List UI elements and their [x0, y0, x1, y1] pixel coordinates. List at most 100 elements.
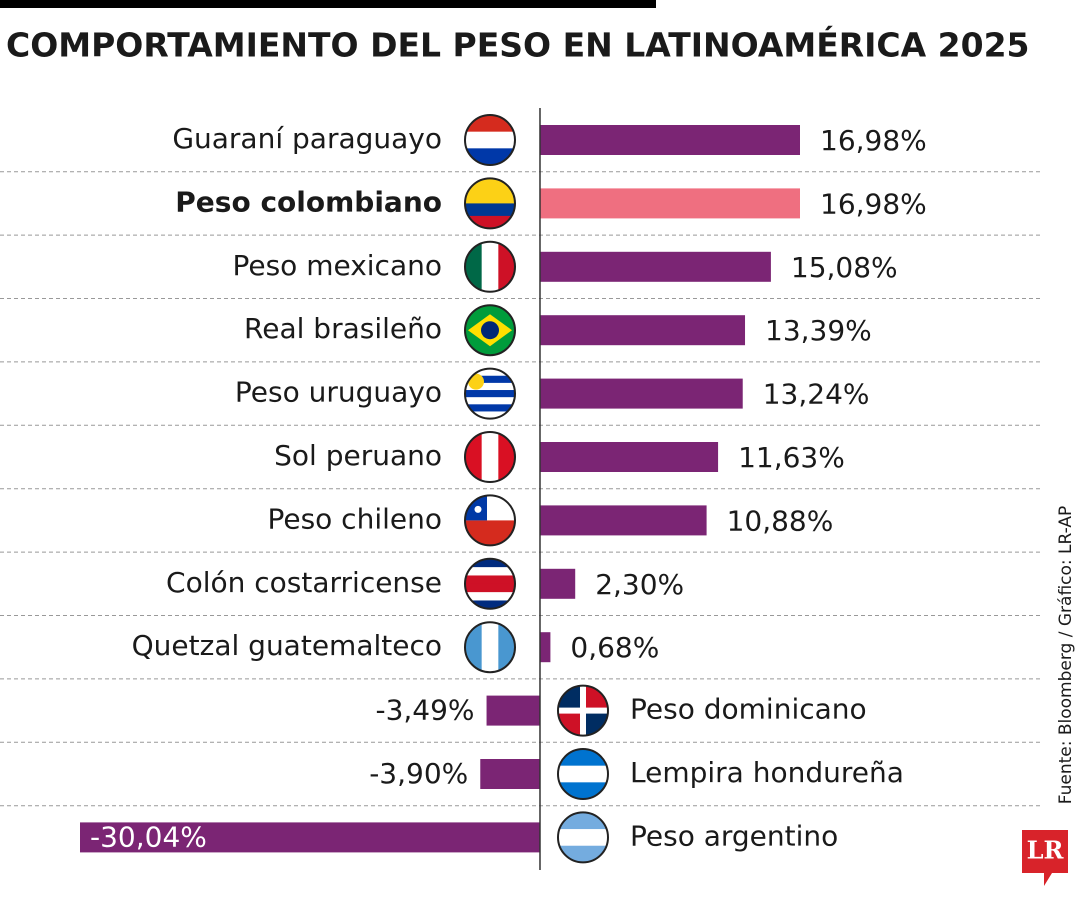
- bar: [539, 125, 800, 155]
- category-label: Quetzal guatemalteco: [132, 629, 442, 662]
- category-label: Peso chileno: [267, 502, 442, 535]
- flag-art: [465, 368, 515, 419]
- flag-stripe: [481, 622, 499, 673]
- category-label: Lempira hondureña: [630, 756, 904, 789]
- flag-stripe: [558, 749, 608, 767]
- value-label: 0,68%: [570, 631, 659, 664]
- flag-stripe: [465, 404, 515, 412]
- flag-art: [465, 305, 515, 356]
- value-label: 15,08%: [791, 251, 898, 284]
- flag-art: [465, 558, 515, 609]
- chart-title: COMPORTAMIENTO DEL PESO EN LATINOAMÉRICA…: [6, 25, 1030, 65]
- flag-stripe: [465, 575, 515, 585]
- flag: [464, 304, 516, 357]
- flag-stripe: [465, 567, 515, 576]
- flag-stripe: [465, 241, 483, 292]
- flag-ring: [464, 367, 516, 420]
- flag-stripe: [465, 411, 515, 419]
- flag: [557, 748, 609, 800]
- category-label: Peso argentino: [630, 819, 838, 852]
- flag: [464, 431, 516, 483]
- flag-stripe: [465, 368, 515, 377]
- value-label: 11,63%: [738, 441, 845, 474]
- flag-globe: [481, 321, 499, 340]
- flag: [464, 557, 516, 610]
- flag: [557, 811, 609, 864]
- flag-stripe: [465, 432, 483, 482]
- bar: [80, 822, 540, 853]
- flag-star: [474, 505, 482, 513]
- flag-ring: [464, 304, 516, 357]
- bar: [539, 251, 771, 282]
- flag-stripe: [465, 583, 515, 593]
- flag-stripe: [465, 622, 483, 673]
- bar: [539, 505, 707, 536]
- bar: [539, 188, 800, 219]
- category-label: Sol peruano: [274, 439, 442, 472]
- value-label: -3,49%: [375, 694, 474, 727]
- flag-stripe: [465, 190, 515, 204]
- bar: [486, 695, 540, 726]
- category-label: Peso uruguayo: [235, 376, 442, 409]
- value-label: 2,30%: [595, 568, 684, 601]
- flag: [464, 114, 516, 166]
- flag-stripe: [465, 600, 515, 609]
- category-label: Guaraní paraguayo: [172, 122, 442, 155]
- flag-ring: [464, 431, 516, 483]
- flag-ring: [464, 240, 516, 293]
- flag: [557, 684, 609, 737]
- value-label: 10,88%: [727, 504, 834, 537]
- logo-box: [1022, 830, 1068, 886]
- flag-stripe: [465, 382, 515, 391]
- flag-ring: [464, 494, 516, 547]
- flag-ring: [557, 811, 609, 864]
- source: Fuente: Bloomberg / Gráfico: LR-AP: [1056, 506, 1076, 805]
- bar: [539, 568, 576, 599]
- flag-stripe: [558, 765, 608, 783]
- category-label: Peso dominicano: [630, 693, 867, 726]
- flag-stripe: [465, 131, 515, 149]
- flag-ring: [464, 557, 516, 610]
- value-label: 13,24%: [763, 378, 870, 411]
- flag-sun: [468, 373, 484, 390]
- category-label: Real brasileño: [244, 312, 442, 345]
- flag-bottom: [465, 520, 515, 546]
- flag-stripe: [558, 829, 608, 847]
- value-label: 16,98%: [820, 124, 927, 157]
- value-label: 13,39%: [765, 314, 872, 347]
- category-label: Colón costarricense: [166, 566, 442, 599]
- bar: [539, 442, 719, 472]
- bar: [539, 378, 743, 409]
- flag-stripe: [558, 812, 608, 830]
- flag: [464, 240, 516, 293]
- flag-stripe: [481, 432, 499, 482]
- flag: [464, 177, 516, 230]
- flag-stripe: [465, 397, 515, 405]
- top-rule: [0, 0, 656, 8]
- flag-ring: [464, 114, 516, 166]
- flag-stripe: [465, 203, 515, 217]
- value-label: -3,90%: [369, 757, 468, 790]
- flag-ring: [557, 684, 609, 737]
- flag-ring: [464, 177, 516, 230]
- value-label: 16,98%: [820, 187, 927, 220]
- bar: [539, 632, 551, 663]
- category-label: Peso mexicano: [232, 249, 442, 282]
- flag: [464, 367, 516, 420]
- category-label: Peso colombiano: [175, 185, 442, 218]
- flag-stripe: [465, 390, 515, 398]
- flag: [464, 494, 516, 547]
- flag-ring: [557, 748, 609, 800]
- flag-stripe: [481, 241, 499, 292]
- flag-cross: [580, 685, 586, 736]
- flag: [464, 621, 516, 674]
- flag-art: [465, 178, 515, 229]
- value-label: -30,04%: [90, 820, 207, 853]
- flag-stripe: [465, 375, 515, 384]
- flag-stripe: [465, 558, 515, 568]
- bar: [480, 759, 540, 789]
- flag-stripe: [465, 115, 515, 133]
- logo: LR: [1027, 836, 1065, 865]
- flag-stripe: [465, 592, 515, 601]
